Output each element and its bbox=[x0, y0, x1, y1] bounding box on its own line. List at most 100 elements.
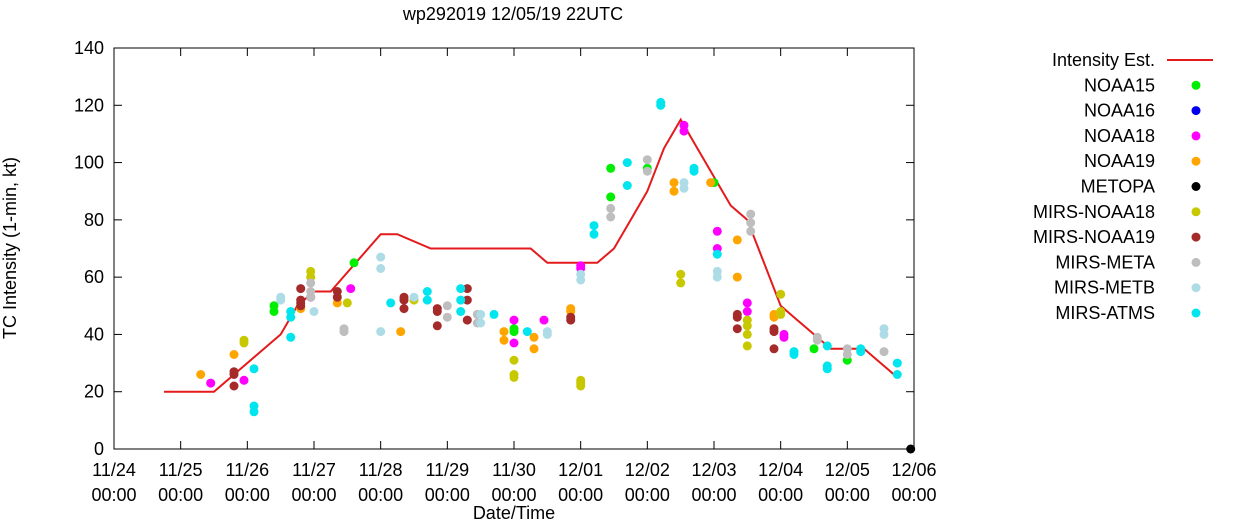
point-mirs-atms bbox=[589, 221, 599, 231]
point-mirs-meta bbox=[606, 203, 616, 213]
legend-label-noaa16: NOAA16 bbox=[1084, 101, 1155, 121]
point-mirs-atms bbox=[622, 181, 632, 190]
y-tick-label: 0 bbox=[94, 439, 104, 459]
x-tick-date: 11/30 bbox=[492, 460, 536, 480]
point-noaa15 bbox=[809, 344, 819, 354]
x-tick-date: 11/26 bbox=[225, 460, 269, 480]
y-tick-label: 60 bbox=[84, 267, 104, 287]
point-mirs-meta bbox=[746, 209, 756, 219]
point-noaa19 bbox=[529, 344, 539, 354]
x-tick-time: 00:00 bbox=[558, 485, 603, 505]
point-mirs-metb bbox=[476, 309, 486, 319]
point-noaa15 bbox=[606, 163, 616, 173]
point-mirs-meta bbox=[339, 324, 349, 334]
legend: Intensity Est. NOAA15 NOAA16 NOAA18 NOAA19 ME… bbox=[1033, 50, 1213, 323]
point-mirs-atms bbox=[822, 341, 832, 351]
point-mirs-metb bbox=[712, 266, 722, 276]
x-tick-date: 11/29 bbox=[425, 460, 469, 480]
point-noaa15 bbox=[269, 301, 279, 311]
point-noaa18 bbox=[576, 261, 586, 271]
point-mirs-atms bbox=[249, 364, 259, 374]
legend-label-noaa15: NOAA15 bbox=[1084, 75, 1155, 95]
x-tick-time: 00:00 bbox=[291, 485, 336, 505]
point-mirs-noaa18 bbox=[742, 341, 752, 351]
point-mirs-metb bbox=[542, 327, 552, 337]
point-mirs-meta bbox=[442, 312, 452, 322]
x-tick-date: 12/02 bbox=[625, 460, 670, 480]
axes: 0 20 40 60 80 100 120 140 11/24 00:00 11/25 00:00 11… bbox=[74, 38, 937, 505]
point-mirs-atms bbox=[422, 295, 432, 305]
x-tick-time: 00:00 bbox=[425, 485, 470, 505]
point-mirs-atms bbox=[522, 327, 532, 337]
y-tick-label: 120 bbox=[74, 95, 104, 115]
point-mirs-meta bbox=[306, 287, 316, 296]
point-mirs-meta bbox=[879, 347, 889, 357]
point-noaa18 bbox=[206, 378, 216, 388]
intensity-line bbox=[164, 117, 898, 393]
y-tick-label: 140 bbox=[74, 38, 104, 58]
point-mirs-noaa18 bbox=[239, 335, 249, 345]
x-tick-date: 12/05 bbox=[825, 460, 870, 480]
x-tick-time: 00:00 bbox=[91, 485, 136, 505]
legend-label-mirs-meta: MIRS-META bbox=[1055, 252, 1155, 272]
point-noaa19 bbox=[196, 370, 206, 379]
point-noaa18 bbox=[509, 338, 519, 348]
y-tick-label: 20 bbox=[84, 382, 104, 402]
legend-swatch-noaa19 bbox=[1191, 156, 1201, 166]
legend-swatch-mirs-noaa19 bbox=[1191, 232, 1201, 242]
point-mirs-meta bbox=[642, 155, 652, 165]
point-mirs-atms bbox=[589, 229, 599, 239]
point-noaa15 bbox=[606, 192, 616, 202]
point-noaa15 bbox=[349, 258, 359, 268]
point-noaa15 bbox=[509, 324, 519, 334]
y-axis-label: TC Intensity (1-min, kt) bbox=[0, 157, 20, 339]
point-mirs-atms bbox=[456, 295, 466, 305]
point-mirs-noaa18 bbox=[776, 307, 786, 316]
legend-swatch-noaa16 bbox=[1191, 106, 1201, 116]
legend-label-mirs-atms: MIRS-ATMS bbox=[1055, 303, 1155, 323]
point-noaa19 bbox=[566, 304, 576, 314]
point-mirs-atms bbox=[892, 358, 902, 368]
point-noaa18 bbox=[742, 298, 752, 308]
point-mirs-meta bbox=[606, 212, 616, 222]
x-tick-date: 11/27 bbox=[292, 460, 336, 480]
point-mirs-meta bbox=[442, 301, 452, 311]
point-mirs-atms bbox=[286, 332, 296, 342]
point-mirs-meta bbox=[306, 278, 316, 288]
point-mirs-metb bbox=[879, 324, 889, 334]
y-tick-label: 40 bbox=[84, 324, 104, 344]
point-mirs-atms bbox=[622, 158, 632, 168]
legend-swatch-noaa18 bbox=[1191, 131, 1201, 141]
x-tick-date: 11/24 bbox=[92, 460, 136, 480]
point-noaa18 bbox=[712, 226, 722, 236]
x-tick-date: 11/25 bbox=[159, 460, 203, 480]
legend-label-intensity-est-: Intensity Est. bbox=[1052, 50, 1155, 70]
point-noaa19 bbox=[396, 327, 406, 337]
legend-swatch-mirs-meta bbox=[1191, 257, 1201, 267]
point-mirs-noaa18 bbox=[776, 289, 786, 299]
point-mirs-noaa18 bbox=[342, 298, 352, 308]
x-tick-time: 00:00 bbox=[358, 485, 403, 505]
point-mirs-atms bbox=[456, 284, 466, 294]
point-noaa19 bbox=[732, 272, 742, 282]
point-mirs-noaa19 bbox=[229, 367, 239, 377]
legend-label-mirs-noaa19: MIRS-NOAA19 bbox=[1033, 227, 1155, 247]
point-noaa19 bbox=[669, 178, 679, 188]
legend-swatch-noaa15 bbox=[1191, 80, 1201, 90]
legend-label-mirs-metb: MIRS-METB bbox=[1054, 278, 1155, 298]
point-mirs-meta bbox=[746, 218, 756, 228]
point-noaa19 bbox=[499, 335, 509, 345]
point-mirs-noaa19 bbox=[462, 284, 472, 294]
x-tick-date: 12/01 bbox=[558, 460, 603, 480]
point-mirs-atms bbox=[689, 163, 699, 173]
point-mirs-meta bbox=[746, 226, 756, 236]
x-tick-date: 12/04 bbox=[758, 460, 803, 480]
point-noaa18 bbox=[346, 284, 356, 294]
point-mirs-meta bbox=[812, 332, 822, 342]
point-mirs-atms bbox=[856, 344, 866, 354]
x-tick-date: 12/06 bbox=[891, 460, 936, 480]
point-mirs-atms bbox=[712, 249, 722, 259]
point-mirs-atms bbox=[489, 309, 499, 319]
point-mirs-atms bbox=[386, 298, 396, 308]
